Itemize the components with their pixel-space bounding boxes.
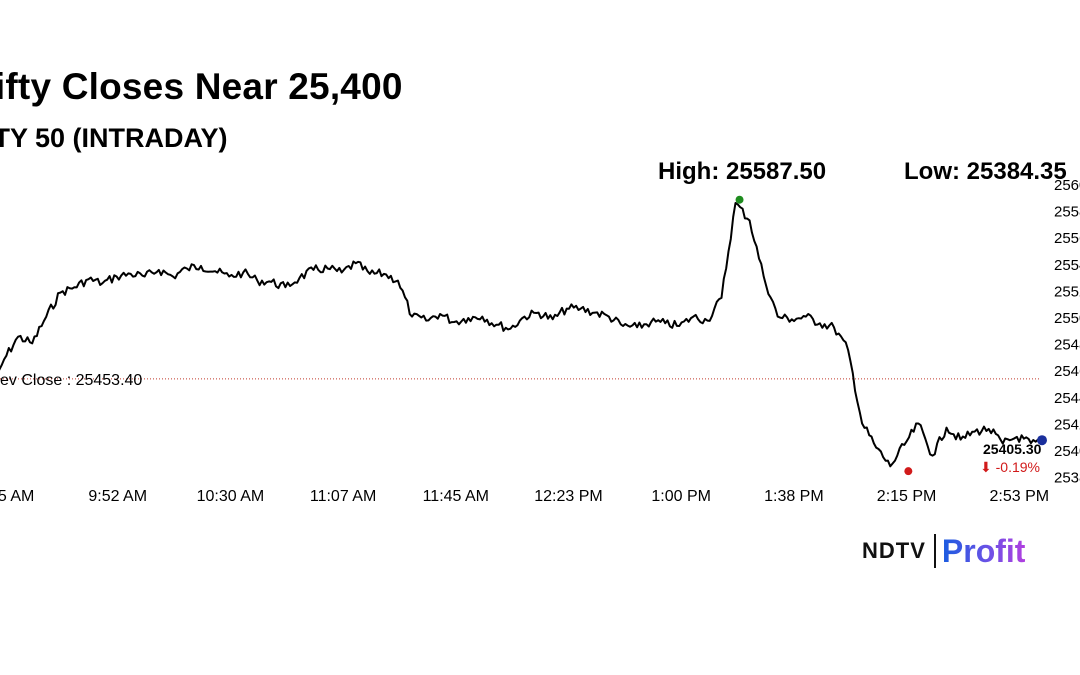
high-label: High: 25587.50 bbox=[658, 158, 827, 185]
change-label: ⬇ -0.19% bbox=[980, 459, 1040, 475]
chart-title: Nifty Closes Near 25,400 bbox=[0, 66, 403, 107]
x-tick-label: 1:38 PM bbox=[764, 488, 824, 505]
y-tick-label: 25520 bbox=[1054, 283, 1080, 300]
y-tick-label: 25500 bbox=[1054, 310, 1080, 327]
profit-wordmark: Profit bbox=[941, 532, 1026, 569]
y-tick-label: 25420 bbox=[1054, 416, 1080, 433]
y-tick-label: 25560 bbox=[1054, 230, 1080, 247]
intraday-price-line bbox=[0, 202, 1046, 468]
x-tick-label: 12:23 PM bbox=[534, 488, 602, 505]
last-value-label: 25405.30 bbox=[983, 441, 1042, 457]
low-marker bbox=[904, 467, 913, 476]
y-tick-label: 25540 bbox=[1054, 257, 1080, 274]
x-tick-label: 2:53 PM bbox=[990, 488, 1050, 505]
high-marker bbox=[735, 195, 744, 204]
chart-subtitle: NIFTY 50 (INTRADAY) bbox=[0, 123, 228, 153]
y-tick-label: 25460 bbox=[1054, 363, 1080, 380]
prev-close-label: Prev Close : 25453.40 bbox=[0, 372, 142, 389]
x-tick-label: 11:45 AM bbox=[423, 488, 489, 505]
y-tick-label: 25400 bbox=[1054, 443, 1080, 460]
x-tick-label: 10:30 AM bbox=[197, 488, 265, 505]
y-tick-label: 25440 bbox=[1054, 390, 1080, 407]
y-tick-label: 25580 bbox=[1054, 204, 1080, 221]
y-tick-label: 25600 bbox=[1054, 177, 1080, 194]
x-tick-label: 1:00 PM bbox=[651, 488, 711, 505]
low-label: Low: 25384.35 bbox=[904, 158, 1067, 185]
x-tick-label: 11:07 AM bbox=[310, 488, 376, 505]
x-tick-label: 9:52 AM bbox=[88, 488, 147, 505]
y-tick-label: 25380 bbox=[1054, 470, 1080, 487]
logo-divider bbox=[933, 534, 936, 568]
y-tick-label: 25480 bbox=[1054, 337, 1080, 354]
ndtv-wordmark: NDTV bbox=[862, 538, 926, 563]
x-tick-label: 2:15 PM bbox=[877, 488, 937, 505]
last-value-marker bbox=[1037, 435, 1047, 446]
ndtv-profit-logo: NDTV Profit bbox=[862, 531, 1025, 571]
x-tick-label: 9:15 AM bbox=[0, 488, 34, 505]
